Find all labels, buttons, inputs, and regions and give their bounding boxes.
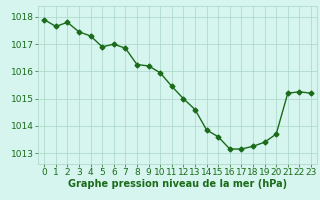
- X-axis label: Graphe pression niveau de la mer (hPa): Graphe pression niveau de la mer (hPa): [68, 179, 287, 189]
